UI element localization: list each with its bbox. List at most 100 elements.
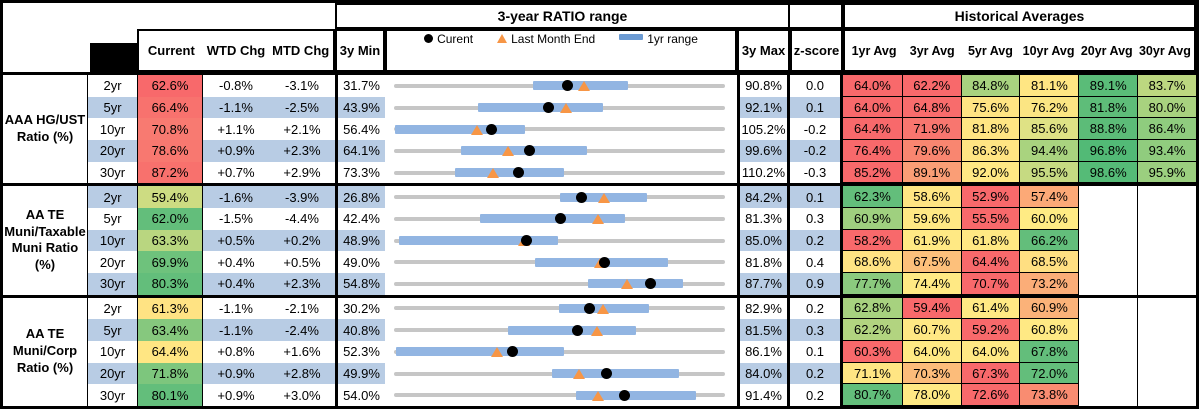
range-chart	[385, 208, 737, 230]
group-section: AAA HG/UST Ratio (%) 2yr 62.6% -0.8% -3.1% 31.…	[3, 75, 1196, 184]
table-row: 5yr 62.0% -1.5% -4.4% 42.4% 81.3% 0.3 60.9% 59.6…	[88, 208, 1196, 230]
current-dot	[601, 368, 613, 379]
tenor-label: 20yr	[88, 140, 137, 162]
current-dot	[506, 346, 518, 358]
1yr-range-bar	[398, 236, 559, 245]
table-row: 10yr 70.8% +1.1% +2.1% 56.4% 105.2% -0.2 64.4% 7…	[88, 118, 1196, 141]
wtd-chg-cell: +0.9%	[203, 362, 269, 385]
group-label: AAA HG/UST Ratio (%)	[3, 75, 88, 184]
historical-avg-cell: 95.9%	[1137, 161, 1196, 184]
table-row: 10yr 64.4% +0.8% +1.6% 52.3% 86.1% 0.1 60.3% 64.…	[88, 341, 1196, 363]
tenor-label: 5yr	[88, 96, 137, 119]
range-track	[394, 97, 725, 119]
table-row: 2yr 61.3% -1.1% -2.1% 30.2% 82.9% 0.2 62.8% 59.4…	[88, 297, 1196, 320]
table-row: 5yr 63.4% -1.1% -2.4% 40.8% 81.5% 0.3 62.2% 60.7…	[88, 319, 1196, 341]
historical-avg-cell: 71.9%	[901, 118, 961, 141]
wtd-chg-cell: +0.4%	[203, 251, 269, 274]
mtd-chg-cell: -3.1%	[269, 75, 335, 97]
current-dot	[619, 389, 631, 401]
current-dot	[576, 191, 588, 203]
current-dot	[572, 324, 584, 336]
current-dot	[561, 80, 573, 92]
col-header-5yr-avg: 5yr Avg	[967, 43, 1013, 58]
historical-avg-cell: 70.7%	[960, 273, 1020, 295]
last-month-end-marker	[598, 192, 611, 203]
historical-avg-cell: 88.8%	[1078, 118, 1138, 141]
tenor-label: 30yr	[88, 273, 137, 295]
tenor-label: 30yr	[88, 384, 137, 406]
range-chart	[385, 118, 737, 141]
current-dot	[599, 256, 611, 268]
mtd-chg-cell: -2.5%	[269, 96, 335, 119]
3y-range-line	[394, 393, 725, 398]
z-score-cell: 0.2	[790, 384, 843, 406]
current-value-cell: 69.9%	[137, 251, 203, 274]
col-header-30yr-avg: 30yr Avg	[1138, 43, 1191, 58]
z-score-cell: 0.2	[790, 229, 843, 252]
historical-avg-cell: 68.5%	[1019, 251, 1079, 274]
legend-1yr-range: 1yr range	[619, 32, 698, 46]
1yr-range-bar	[478, 103, 604, 112]
averages-header: 1yr Avg 3yr Avg 5yr Avg 10yr Avg 20yr Av…	[843, 29, 1196, 72]
range-chart	[385, 140, 737, 162]
wtd-chg-cell: +0.5%	[203, 229, 269, 252]
historical-avg-cell: 52.9%	[960, 186, 1020, 208]
range-track	[394, 118, 725, 140]
3y-max-cell: 85.0%	[737, 229, 790, 252]
3y-max-cell: 81.3%	[737, 208, 790, 230]
historical-avg-cell	[1137, 229, 1196, 252]
current-value-cell: 62.6%	[137, 75, 203, 97]
mtd-chg-cell: +2.8%	[269, 362, 335, 385]
3y-max-cell: 81.5%	[737, 319, 790, 341]
historical-avg-cell: 62.2%	[843, 319, 902, 341]
mtd-chg-cell: +3.0%	[269, 384, 335, 406]
historical-avg-cell: 85.2%	[843, 161, 902, 184]
historical-avg-cell: 70.3%	[901, 362, 961, 385]
historical-avg-cell: 62.8%	[843, 297, 902, 320]
col-header-10yr-avg: 10yr Avg	[1022, 43, 1075, 58]
group-label: AA TE Muni/Corp Ratio (%)	[3, 297, 88, 406]
3y-max-cell: 91.4%	[737, 384, 790, 406]
3y-max-cell: 81.8%	[737, 251, 790, 274]
historical-averages-title: Historical Averages	[843, 3, 1196, 29]
wtd-chg-cell: -1.5%	[203, 208, 269, 230]
range-track	[394, 75, 725, 97]
current-dot	[523, 145, 535, 157]
wtd-chg-cell: -0.8%	[203, 75, 269, 97]
col-header-3yr-avg: 3yr Avg	[909, 43, 955, 58]
historical-avg-cell	[1137, 362, 1196, 385]
historical-avg-cell: 60.0%	[1019, 208, 1079, 230]
last-month-end-marker	[559, 103, 572, 113]
3y-min-cell: 49.0%	[335, 251, 385, 274]
3y-min-cell: 40.8%	[335, 319, 385, 341]
z-score-cell: 0.2	[790, 362, 843, 385]
historical-avg-cell: 67.3%	[960, 362, 1020, 385]
historical-avg-cell: 59.6%	[901, 208, 961, 230]
3y-max-cell: 105.2%	[737, 118, 790, 141]
current-value-cell: 78.6%	[137, 140, 203, 162]
mtd-chg-cell: +1.6%	[269, 341, 335, 363]
3y-min-cell: 73.3%	[335, 161, 385, 184]
historical-avg-cell	[1078, 273, 1138, 295]
historical-avg-cell	[1137, 208, 1196, 230]
range-track	[394, 251, 725, 273]
current-value-cell: 87.2%	[137, 161, 203, 184]
header-spacer	[3, 29, 88, 72]
legend-last-month-end-label: Last Month End	[511, 31, 596, 46]
3y-range-line	[394, 195, 725, 200]
3y-min-cell: 31.7%	[335, 75, 385, 97]
group-rows: 2yr 62.6% -0.8% -3.1% 31.7% 90.8% 0.0 64.0% 62.2…	[88, 75, 1196, 184]
current-dot	[486, 123, 498, 135]
historical-avg-cell: 64.4%	[843, 118, 902, 141]
table-row: 20yr 78.6% +0.9% +2.3% 64.1% 99.6% -0.2 76.4% 79…	[88, 140, 1196, 162]
range-chart	[385, 186, 737, 208]
mtd-chg-cell: -4.4%	[269, 208, 335, 230]
historical-avg-cell: 61.4%	[960, 297, 1020, 320]
range-chart	[385, 161, 737, 184]
1yr-range-bar	[588, 279, 683, 289]
1yr-range-bar	[552, 369, 680, 378]
current-dot	[555, 213, 567, 225]
last-month-end-marker	[486, 168, 499, 179]
wtd-chg-cell: -1.1%	[203, 297, 269, 320]
group-section: AA TE Muni/Corp Ratio (%) 2yr 61.3% -1.1% -2.1…	[3, 294, 1196, 406]
